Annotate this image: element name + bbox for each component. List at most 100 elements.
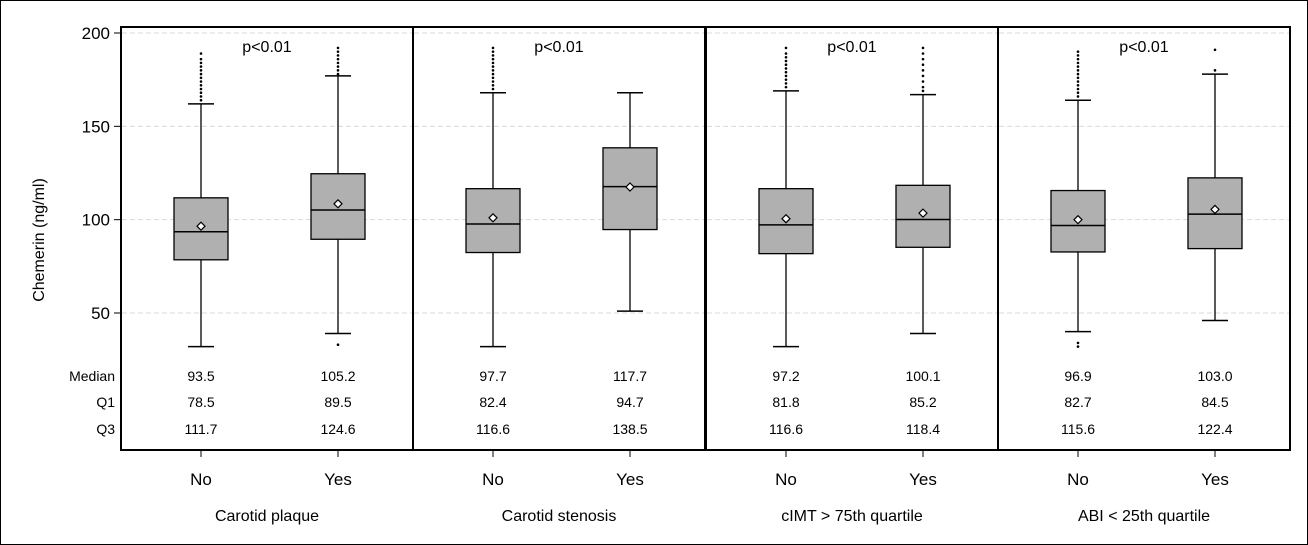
outlier-point xyxy=(921,74,925,78)
outlier-point xyxy=(1076,83,1080,87)
row-label: Q3 xyxy=(96,421,115,437)
outlier-point xyxy=(336,57,340,61)
q3-value: 116.6 xyxy=(769,421,803,437)
outlier-point xyxy=(921,52,925,55)
outlier-point xyxy=(199,80,203,83)
outlier-point xyxy=(199,83,203,87)
outlier-point xyxy=(1076,57,1080,61)
q1-value: 78.5 xyxy=(187,394,214,410)
q3-value: 124.6 xyxy=(320,421,355,437)
mean-marker xyxy=(1073,214,1083,225)
outlier-point xyxy=(336,46,340,50)
x-tick-label: No xyxy=(1067,470,1089,489)
outlier-point xyxy=(491,46,495,50)
outlier-point xyxy=(1076,69,1080,72)
q1-value: 84.5 xyxy=(1201,394,1228,410)
mean-marker xyxy=(1210,204,1220,215)
outlier-point xyxy=(1076,95,1080,98)
q3-value: 138.5 xyxy=(612,421,647,437)
outlier-point xyxy=(199,76,203,80)
median-value: 93.5 xyxy=(187,368,214,384)
outlier-point xyxy=(921,46,925,50)
outlier-point xyxy=(491,61,495,65)
y-tick-label: 150 xyxy=(82,117,110,136)
outlier-point xyxy=(1076,91,1080,95)
outlier-point xyxy=(784,46,788,50)
outlier-point xyxy=(199,69,203,72)
outlier-point xyxy=(491,54,495,57)
q1-value: 82.4 xyxy=(479,394,506,410)
outlier-point xyxy=(784,67,788,70)
mean-marker xyxy=(196,221,206,232)
outlier-point xyxy=(1213,69,1217,72)
outlier-point xyxy=(491,76,495,80)
outlier-point xyxy=(491,72,495,76)
median-value: 100.1 xyxy=(905,368,940,384)
x-tick-label: No xyxy=(775,470,797,489)
p-value-annotation: p<0.01 xyxy=(242,39,291,56)
panel-label: Carotid plaque xyxy=(215,508,319,525)
outlier-point xyxy=(336,69,340,72)
outlier-point xyxy=(784,85,788,89)
outlier-point xyxy=(491,69,495,72)
panel-label: cIMT > 75th quartile xyxy=(781,508,923,525)
x-tick-label: Yes xyxy=(616,470,644,489)
x-tick-label: Yes xyxy=(1201,470,1229,489)
outlier-point xyxy=(784,74,788,78)
x-tick-label: Yes xyxy=(909,470,937,489)
outlier-point xyxy=(1076,341,1080,345)
q3-value: 116.6 xyxy=(476,421,510,437)
median-value: 105.2 xyxy=(320,368,355,384)
outlier-point xyxy=(199,95,203,98)
panel-border xyxy=(412,26,706,451)
outlier-point xyxy=(491,50,495,53)
q1-value: 81.8 xyxy=(772,394,799,410)
outlier-point xyxy=(1076,87,1080,91)
outlier-point xyxy=(784,78,788,81)
outlier-point xyxy=(1076,50,1080,53)
outlier-point xyxy=(491,80,495,83)
outlier-point xyxy=(921,85,925,89)
mean-marker xyxy=(625,182,635,192)
q1-value: 94.7 xyxy=(616,394,643,410)
outlier-point xyxy=(1076,345,1080,348)
q1-value: 89.5 xyxy=(324,394,351,410)
y-tick-label: 50 xyxy=(91,304,110,323)
x-tick-label: Yes xyxy=(324,470,352,489)
outlier-point xyxy=(336,61,340,65)
outlier-point xyxy=(784,82,788,85)
outlier-point xyxy=(199,72,203,76)
outlier-point xyxy=(491,57,495,61)
outlier-point xyxy=(1076,61,1080,65)
panel-label: ABI < 25th quartile xyxy=(1078,508,1210,525)
mean-marker xyxy=(918,208,928,218)
median-value: 103.0 xyxy=(1197,368,1232,384)
outlier-point xyxy=(1076,76,1080,80)
outlier-point xyxy=(784,63,788,67)
x-tick-label: No xyxy=(190,470,212,489)
outlier-point xyxy=(336,54,340,57)
q1-value: 85.2 xyxy=(909,394,936,410)
outlier-point xyxy=(336,343,340,347)
q3-value: 122.4 xyxy=(1197,421,1232,437)
q3-value: 118.4 xyxy=(906,421,940,437)
median-value: 96.9 xyxy=(1064,368,1091,384)
q1-value: 82.7 xyxy=(1064,394,1091,410)
y-tick-label: 100 xyxy=(82,211,110,230)
outlier-point xyxy=(784,55,788,59)
outlier-point xyxy=(336,72,340,76)
outlier-point xyxy=(199,57,203,61)
outlier-point xyxy=(491,83,495,87)
panel-border xyxy=(997,26,1291,451)
outlier-point xyxy=(336,65,340,68)
outlier-point xyxy=(784,52,788,55)
outlier-point xyxy=(491,87,495,91)
median-value: 97.2 xyxy=(772,368,799,384)
outlier-point xyxy=(199,52,203,55)
outlier-point xyxy=(784,70,788,74)
y-tick-label: 200 xyxy=(82,24,110,43)
panel-border xyxy=(705,26,999,451)
outlier-point xyxy=(921,63,925,67)
